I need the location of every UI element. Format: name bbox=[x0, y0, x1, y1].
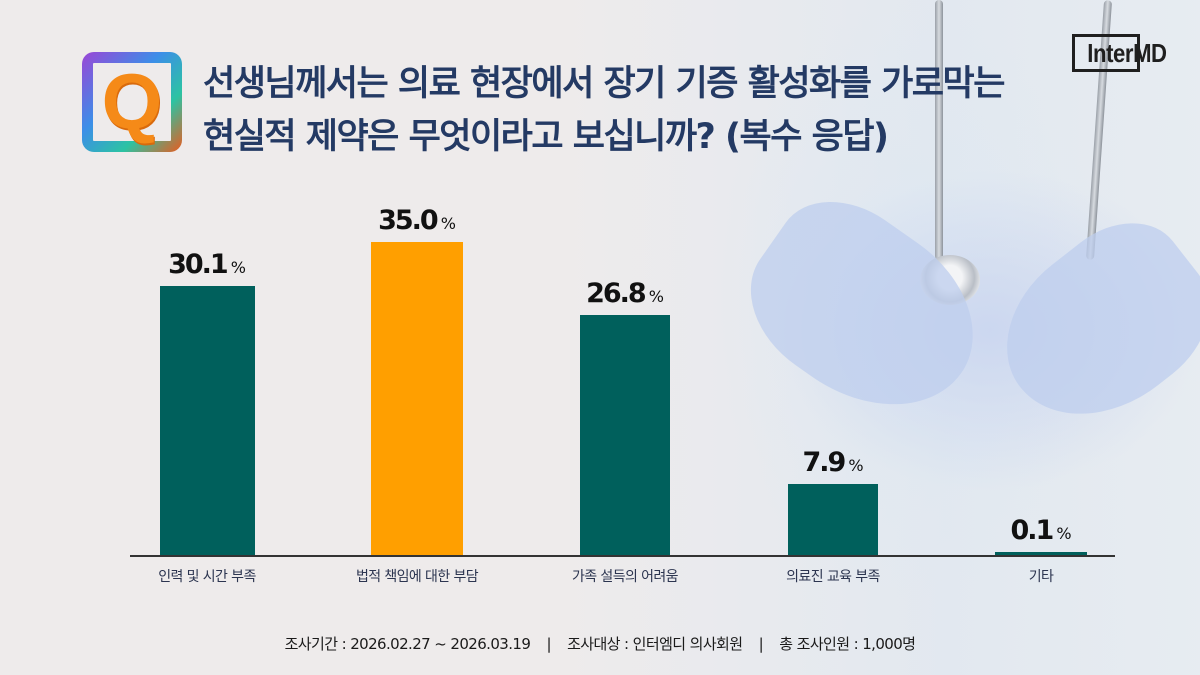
bar-column: 0.1% bbox=[995, 515, 1087, 555]
bar-column: 30.1% bbox=[159, 249, 255, 555]
bar bbox=[371, 242, 463, 555]
question-title: 선생님께서는 의료 현장에서 장기 기증 활성화를 가로막는 현실적 제약은 무… bbox=[203, 58, 1063, 164]
separator: | bbox=[758, 635, 764, 653]
bar-value-label: 35.0% bbox=[378, 205, 456, 236]
bar-column: 35.0% bbox=[371, 205, 463, 555]
bar-value-unit: % bbox=[440, 214, 456, 233]
survey-target: 조사대상 : 인터엠디 의사회원 bbox=[567, 635, 743, 653]
x-axis-label: 인력 및 시간 부족 bbox=[158, 569, 256, 585]
bar-value-number: 0.1 bbox=[1010, 515, 1054, 546]
chart-baseline bbox=[130, 555, 1115, 557]
bar-column: 26.8% bbox=[580, 278, 670, 555]
bar-value-number: 7.9 bbox=[802, 447, 846, 479]
bar-value-number: 30.1 bbox=[168, 248, 229, 280]
stethoscope-tube bbox=[935, 0, 943, 260]
bar-value-unit: % bbox=[848, 456, 864, 476]
bar bbox=[580, 315, 670, 555]
bar-value-label: 7.9% bbox=[802, 447, 863, 478]
x-axis-label: 가족 설득의 어려움 bbox=[572, 569, 679, 585]
question-icon-frame bbox=[82, 52, 182, 152]
question-icon: Q bbox=[82, 52, 182, 152]
bar-chart: 30.1% 35.0% 26.8% 7.9% 0.1% bbox=[130, 180, 1115, 555]
bar-value-label: 30.1% bbox=[168, 249, 246, 280]
bar-column: 7.9% bbox=[788, 447, 878, 555]
x-axis-label: 기타 bbox=[1028, 569, 1054, 585]
x-axis-label: 법적 책임에 대한 부담 bbox=[355, 569, 479, 585]
brand-logo-box bbox=[1072, 34, 1140, 72]
bar-value-number: 26.8 bbox=[586, 278, 647, 310]
bar-value-unit: % bbox=[648, 287, 664, 307]
bar-value-number: 35.0 bbox=[378, 205, 439, 236]
bar-value-label: 0.1% bbox=[1010, 515, 1071, 546]
survey-period: 조사기간 : 2026.02.27 ~ 2026.03.19 bbox=[284, 635, 531, 653]
bar-value-unit: % bbox=[1056, 524, 1072, 543]
brand-logo: InterMD bbox=[1072, 34, 1183, 72]
question-title-line1: 선생님께서는 의료 현장에서 장기 기증 활성화를 가로막는 bbox=[203, 64, 1005, 104]
question-title-line2: 현실적 제약은 무엇이라고 보십니까? (복수 응답) bbox=[203, 117, 889, 157]
brand-logo-text: InterMD bbox=[1087, 37, 1167, 68]
bar-value-unit: % bbox=[230, 257, 246, 277]
question-icon-letter: Q bbox=[101, 57, 163, 145]
bar-value-label: 26.8% bbox=[586, 278, 664, 309]
survey-footer: 조사기간 : 2026.02.27 ~ 2026.03.19 | 조사대상 : … bbox=[0, 633, 1200, 654]
separator: | bbox=[546, 635, 551, 653]
survey-total: 총 조사인원 : 1,000명 bbox=[779, 635, 916, 653]
bar bbox=[995, 552, 1087, 555]
x-axis-label: 의료진 교육 부족 bbox=[786, 569, 880, 585]
bar bbox=[159, 285, 255, 555]
bar bbox=[788, 484, 878, 555]
